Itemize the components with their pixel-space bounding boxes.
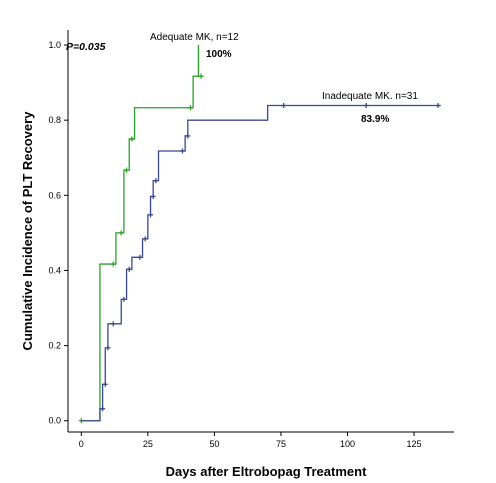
y-tick-label: 1.0 <box>48 40 61 50</box>
x-axis-title: Days after Eltrobopag Treatment <box>166 464 367 479</box>
inadequate-censor-marker <box>435 103 441 109</box>
inadequate-censor-marker <box>179 148 185 154</box>
y-ticks: 0.0 0.2 0.4 0.6 0.8 1.0 <box>48 40 68 426</box>
y-tick-label: 0.2 <box>48 341 61 351</box>
y-tick-label: 0.4 <box>48 265 61 275</box>
inadequate-censor-marker <box>121 296 127 302</box>
inadequate-censor-marker <box>150 193 156 199</box>
inadequate-series <box>81 103 441 422</box>
adequate-censor-marker <box>124 167 130 173</box>
x-tick-label: 100 <box>340 439 355 449</box>
inadequate-censor-marker <box>148 212 154 218</box>
x-ticks: 0 25 50 75 100 125 <box>79 432 422 449</box>
inadequate-percent-label: 83.9% <box>361 114 389 125</box>
inadequate-step-line <box>81 104 441 422</box>
y-tick-label: 0.0 <box>48 416 61 426</box>
x-tick-label: 25 <box>143 439 153 449</box>
adequate-percent-label: 100% <box>206 49 232 60</box>
inadequate-censor-marker <box>100 406 106 412</box>
adequate-censor-marker <box>118 230 124 236</box>
inadequate-censor-marker <box>185 133 191 139</box>
adequate-censor-marker <box>129 136 135 142</box>
inadequate-series-label: Inadequate MK. n=31 <box>322 91 418 102</box>
x-tick-label: 75 <box>276 439 286 449</box>
x-tick-label: 125 <box>407 439 422 449</box>
inadequate-censor-marker <box>137 254 143 260</box>
adequate-censor-marker <box>187 105 193 111</box>
y-axis-title: Cumulative Incidence of PLT Recovery <box>20 111 35 351</box>
x-tick-label: 50 <box>209 439 219 449</box>
adequate-series <box>78 45 204 424</box>
adequate-step-line <box>81 45 200 422</box>
inadequate-censor-marker <box>363 103 369 109</box>
inadequate-censor-marker <box>153 178 159 184</box>
y-tick-label: 0.6 <box>48 190 61 200</box>
inadequate-censor-marker <box>105 345 111 351</box>
adequate-censor-marker <box>110 261 116 267</box>
adequate-censor-marker <box>198 73 204 79</box>
inadequate-censor-marker <box>102 381 108 387</box>
inadequate-censor-marker <box>142 236 148 242</box>
x-tick-label: 0 <box>79 439 84 449</box>
inadequate-censor-marker <box>126 266 132 272</box>
adequate-series-label: Adequate MK, n=12 <box>150 32 239 43</box>
inadequate-censor-marker <box>110 321 116 327</box>
series-layer <box>78 45 441 424</box>
inadequate-censor-marker <box>281 103 287 109</box>
p-value-label: P=0.035 <box>66 41 106 53</box>
y-tick-label: 0.8 <box>48 115 61 125</box>
